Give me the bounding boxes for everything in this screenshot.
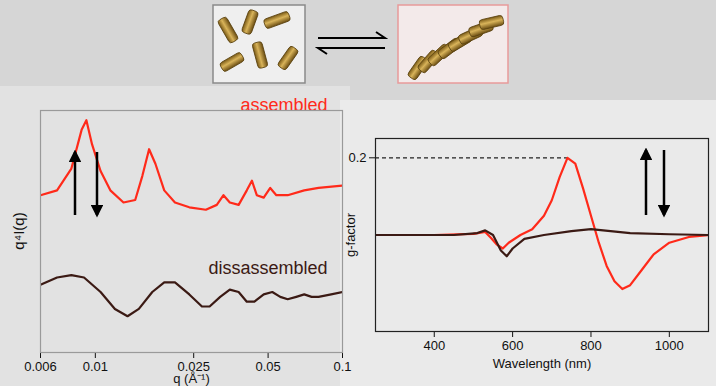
svg-text:1000: 1000 — [655, 338, 684, 353]
svg-text:dissassembled: dissassembled — [208, 258, 327, 278]
svg-text:400: 400 — [423, 338, 445, 353]
svg-text:assembled: assembled — [240, 95, 327, 115]
svg-text:0.05: 0.05 — [255, 359, 280, 374]
svg-text:0.2: 0.2 — [348, 150, 366, 165]
html-text:q⁴I(q): q⁴I(q) — [9, 212, 27, 250]
svg-text:0.1: 0.1 — [333, 359, 351, 374]
svg-text:Wavelength (nm): Wavelength (nm) — [493, 356, 592, 371]
svg-text:800: 800 — [580, 338, 602, 353]
svg-text:0.025: 0.025 — [177, 358, 210, 374]
svg-text:0.01: 0.01 — [83, 359, 108, 374]
svg-text:0.006: 0.006 — [24, 359, 57, 374]
svg-text:g-factor: g-factor — [343, 212, 358, 257]
svg-text:600: 600 — [502, 338, 524, 353]
svg-text:q (Å⁻¹): q (Å⁻¹) — [173, 371, 210, 386]
